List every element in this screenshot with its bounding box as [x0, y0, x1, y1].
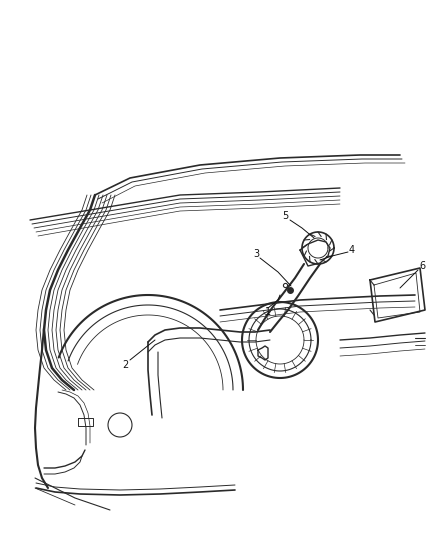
Text: 2: 2: [122, 360, 128, 370]
Text: 1: 1: [265, 307, 271, 317]
Text: 6: 6: [419, 261, 425, 271]
Text: 3: 3: [253, 249, 259, 259]
Text: 4: 4: [349, 245, 355, 255]
Text: 5: 5: [282, 211, 288, 221]
